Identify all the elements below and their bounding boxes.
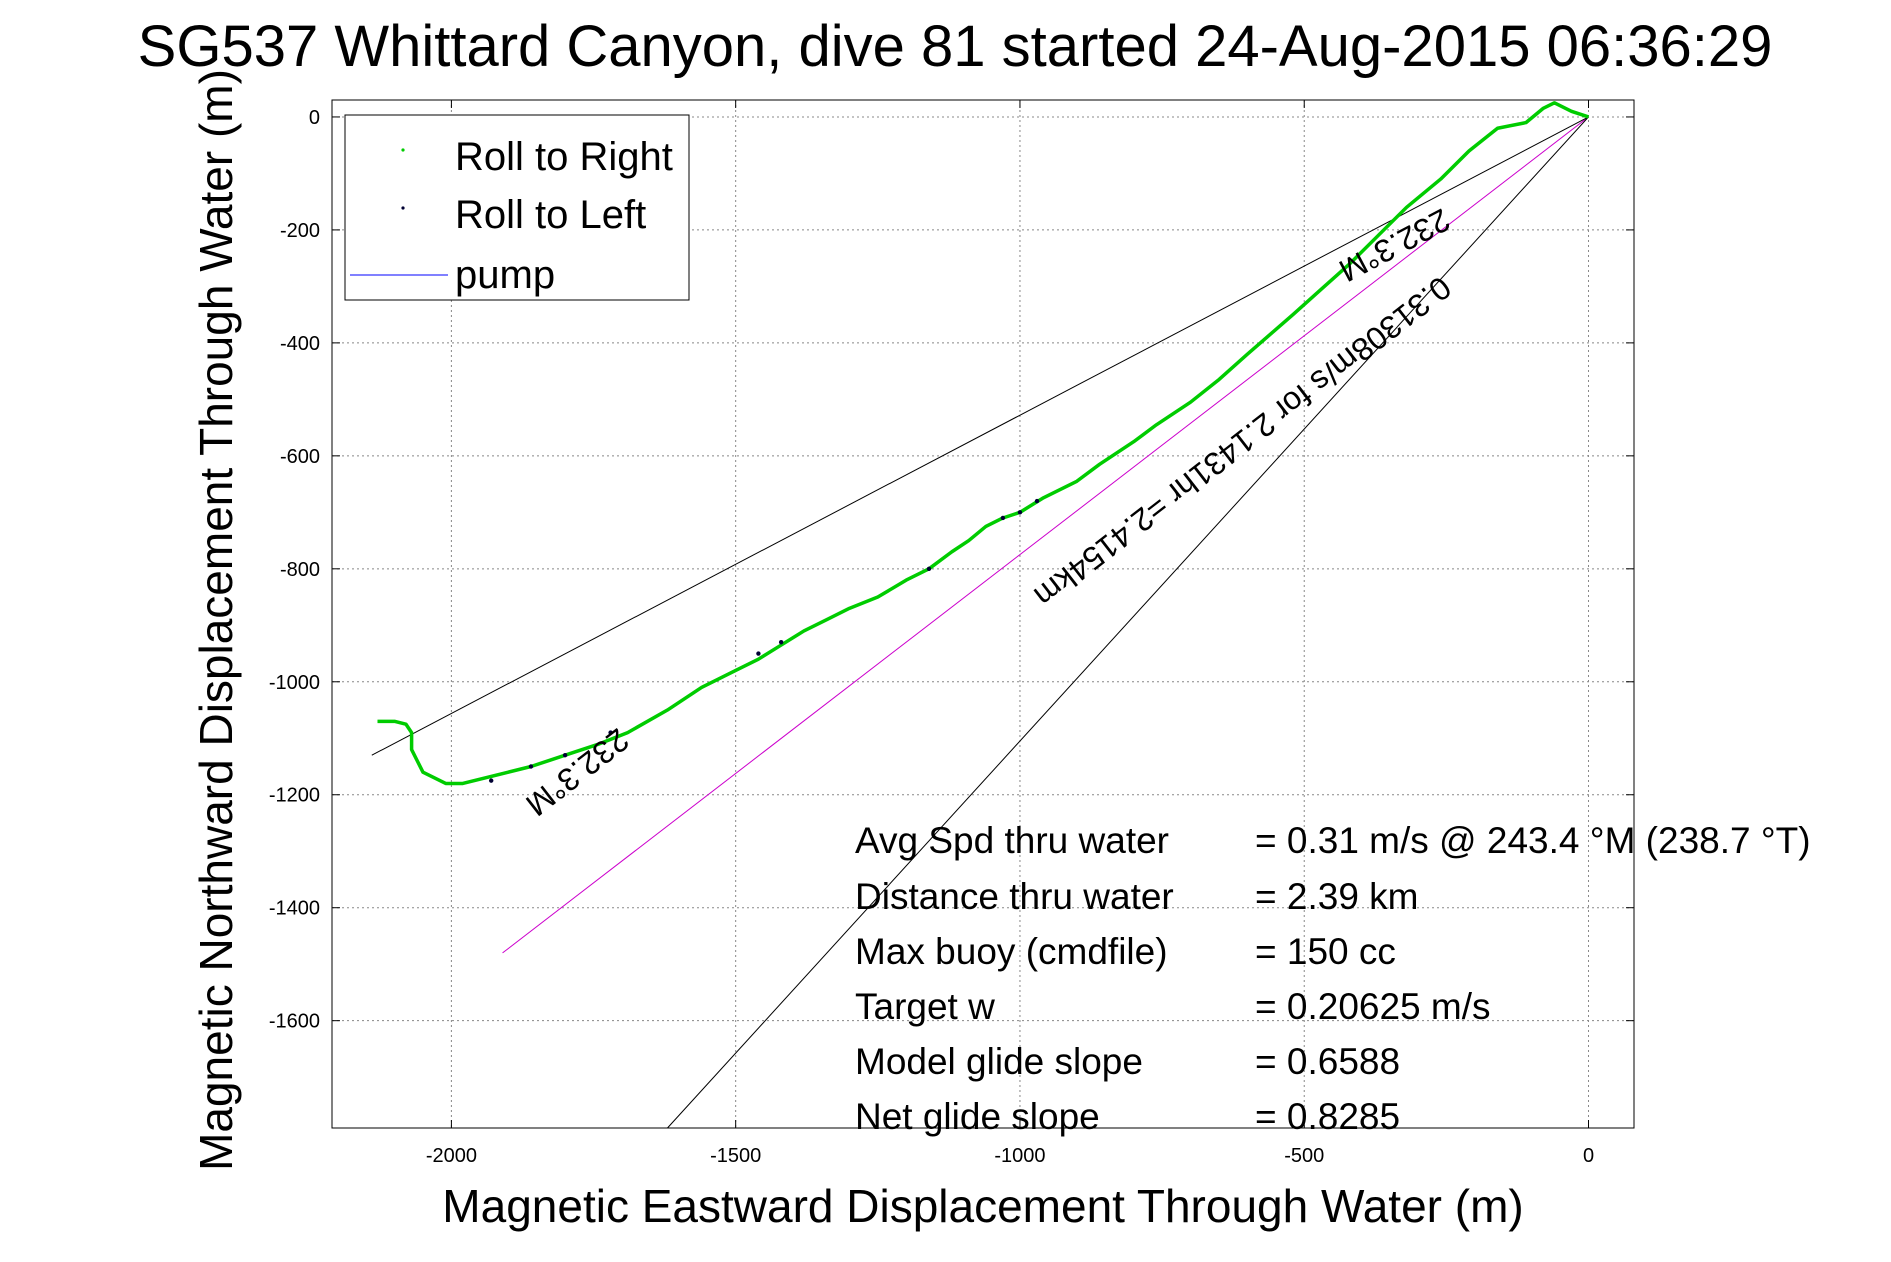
y-tick-label: -1200 <box>269 785 320 807</box>
stats-block: Avg Spd thru water = 0.31 m/s @ 243.4 °M… <box>855 820 1811 1137</box>
chart-title: SG537 Whittard Canyon, dive 81 started 2… <box>138 14 1773 79</box>
grid <box>332 100 1634 1128</box>
stat-value-avg-speed: = 0.31 m/s @ 243.4 °M (238.7 °T) <box>1255 820 1811 861</box>
roll-left-point <box>1034 498 1040 504</box>
roll-left-point <box>1000 515 1006 521</box>
roll-left-point <box>488 778 494 783</box>
x-axis-label: Magnetic Eastward Displacement Through W… <box>442 1180 1523 1232</box>
legend-label-pump: pump <box>455 253 555 297</box>
roll-left-point <box>608 730 613 735</box>
legend-label-roll-left: Roll to Left <box>455 193 646 237</box>
roll-left-point <box>756 651 761 656</box>
series-roll-right <box>377 101 1590 786</box>
y-tick-label: -400 <box>280 333 320 355</box>
y-tick-label: -600 <box>280 446 320 468</box>
roll-left-point <box>778 640 784 645</box>
series-layer <box>377 101 1590 786</box>
legend-label-roll-right: Roll to Right <box>455 135 673 179</box>
stat-label-avg-speed: Avg Spd thru water <box>855 820 1169 861</box>
legend-marker-roll-left <box>401 206 405 210</box>
x-tick-label: -2000 <box>426 1145 477 1167</box>
x-tick-label: -1500 <box>710 1145 761 1167</box>
stat-label-net-glide: Net glide slope <box>855 1096 1100 1137</box>
y-tick-label: 0 <box>309 107 320 129</box>
x-tick-label: -500 <box>1284 1145 1324 1167</box>
y-tick-label: -1600 <box>269 1011 320 1033</box>
upper-bound-line <box>371 116 1589 756</box>
y-tick-label: -800 <box>280 559 320 581</box>
course-line <box>502 116 1589 954</box>
y-tick-label: -200 <box>280 220 320 242</box>
stat-label-distance: Distance thru water <box>855 876 1174 917</box>
stat-label-model-glide: Model glide slope <box>855 1041 1143 1082</box>
x-tick-label: 0 <box>1583 1145 1594 1167</box>
y-tick-label: -1000 <box>269 672 320 694</box>
legend: Roll to Right Roll to Left pump <box>344 114 690 301</box>
stat-value-model-glide: = 0.6588 <box>1255 1041 1400 1082</box>
y-tick-label: -1400 <box>269 898 320 920</box>
y-axis-label: Magnetic Northward Displacement Through … <box>190 69 242 1171</box>
roll-left-point <box>1017 510 1023 515</box>
reference-lines <box>371 116 1589 1129</box>
stat-value-max-buoy: = 150 cc <box>1255 931 1396 972</box>
legend-marker-roll-right <box>401 148 405 152</box>
stat-label-max-buoy: Max buoy (cmdfile) <box>855 931 1168 972</box>
roll-left-point <box>528 764 534 769</box>
stat-value-net-glide: = 0.8285 <box>1255 1096 1400 1137</box>
x-tick-label: -1000 <box>994 1145 1045 1167</box>
roll-left-point <box>562 753 568 758</box>
ticks: -2000 -1500 -1000 -500 0 0 -200 -400 -600 -800 -10… <box>269 100 1634 1167</box>
stat-value-target-w: = 0.20625 m/s <box>1255 986 1491 1027</box>
stat-label-target-w: Target w <box>855 986 995 1027</box>
lower-bound-line <box>667 116 1589 1129</box>
roll-left-point <box>926 566 932 572</box>
stat-value-distance: = 2.39 km <box>1255 876 1419 917</box>
